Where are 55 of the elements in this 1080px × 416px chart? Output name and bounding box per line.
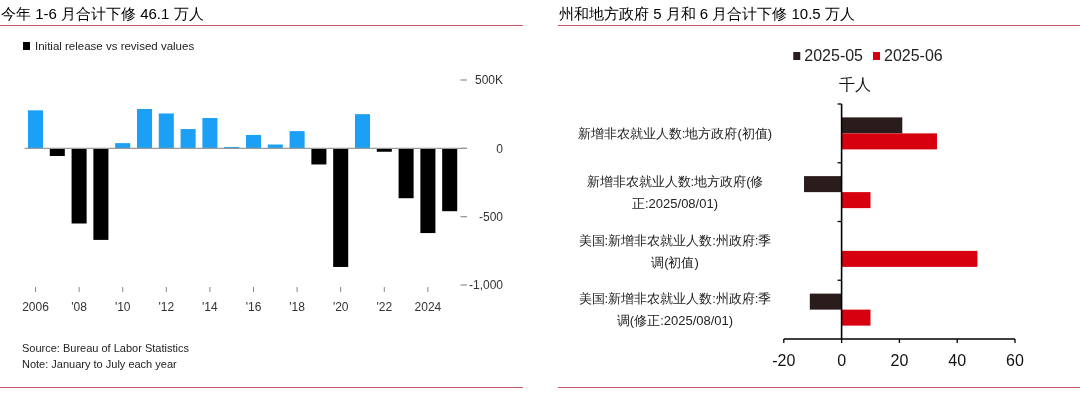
x-tick-label: '16 xyxy=(245,300,262,314)
x-tick-label: 60 xyxy=(1006,352,1024,369)
bar xyxy=(354,114,371,149)
bar xyxy=(289,131,305,149)
bar xyxy=(136,108,153,149)
bar xyxy=(841,133,937,150)
y-tick-label: 500K xyxy=(474,73,503,88)
bar xyxy=(420,148,436,234)
legend: Initial release vs revised values xyxy=(23,40,195,52)
x-tick-label: -20 xyxy=(772,352,796,369)
bar xyxy=(93,148,109,240)
x-tick-label: '22 xyxy=(376,300,393,314)
bar xyxy=(27,110,44,149)
x-tick-label: '12 xyxy=(158,300,175,314)
x-tick-label: '08 xyxy=(71,300,88,314)
text: Note: January to July each year xyxy=(22,358,178,370)
x-tick-label: '14 xyxy=(202,300,219,314)
bar xyxy=(841,192,871,209)
x-axis-title: 千人 xyxy=(839,76,871,93)
x-tick-label: 20 xyxy=(890,352,909,369)
x-tick-label: 2006 xyxy=(22,300,50,314)
legend-label: 2025-05 xyxy=(804,47,864,64)
bar xyxy=(841,250,978,267)
bar xyxy=(841,309,871,326)
bar xyxy=(115,143,131,149)
bar xyxy=(180,129,196,149)
bar xyxy=(398,148,414,199)
y-tick-label: 美国:新增非农就业人数:州政府:季调(初值) xyxy=(578,232,772,270)
y-tick-label: 新增非农就业人数:地方政府(修正:2025/08/01) xyxy=(586,173,764,211)
x-tick-label: 2024 xyxy=(414,300,442,314)
bar xyxy=(245,134,262,149)
legend-label: 2025-06 xyxy=(884,47,943,64)
bar xyxy=(804,176,842,193)
bar xyxy=(158,113,174,149)
y-tick-label: -1,000 xyxy=(468,278,504,293)
bar xyxy=(71,148,87,224)
x-tick-label: '20 xyxy=(332,300,349,314)
source-note: Source: Bureau of Labor Statistics xyxy=(22,342,190,354)
y-tick-label: 0 xyxy=(496,141,504,156)
x-tick-label: '18 xyxy=(289,300,306,314)
bar xyxy=(49,148,65,156)
bar xyxy=(442,148,458,212)
bar xyxy=(333,148,349,267)
bar xyxy=(311,148,327,165)
chart-title: 今年 1-6 月合计下修 46.1 万人 xyxy=(1,5,204,22)
y-tick-label: -500 xyxy=(478,209,504,224)
x-tick-label: '10 xyxy=(114,300,131,314)
y-tick-label: 新增非农就业人数:地方政府(初值) xyxy=(577,126,773,142)
x-tick-label: 0 xyxy=(837,352,847,369)
bar xyxy=(841,117,903,134)
x-tick-label: 40 xyxy=(948,352,967,369)
bar xyxy=(202,117,218,149)
bar xyxy=(809,293,842,310)
chart-title: 州和地方政府 5 月和 6 月合计下修 10.5 万人 xyxy=(559,5,855,22)
y-tick-label: 美国:新增非农就业人数:州政府:季调(修正:2025/08/01) xyxy=(578,291,772,329)
